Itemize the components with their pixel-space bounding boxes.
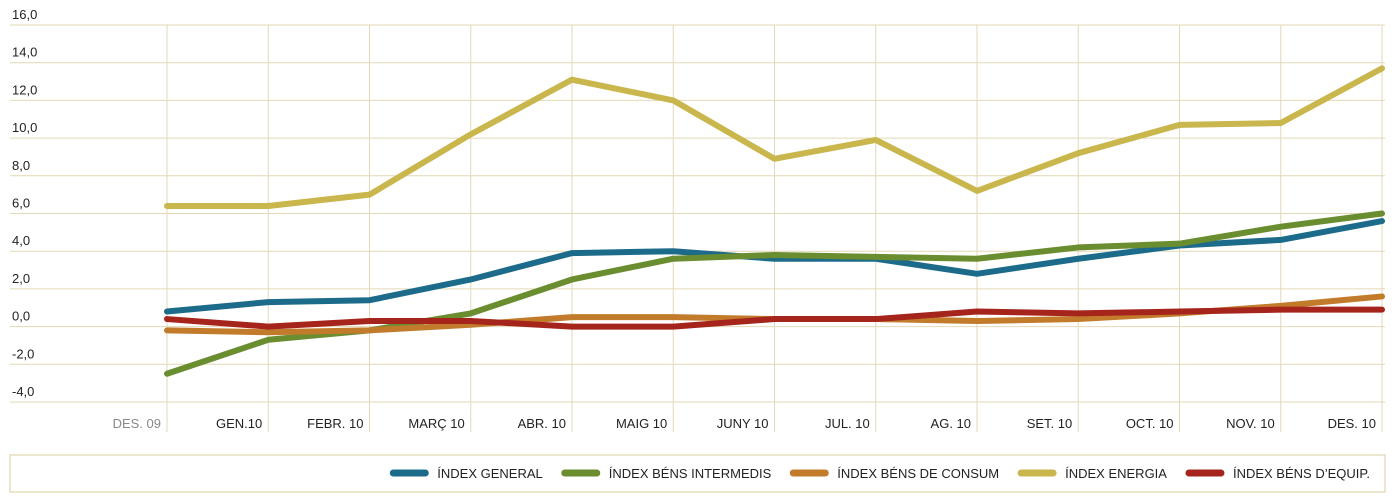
series-line (164, 306, 1385, 330)
x-tick-label: JUL. 10 (825, 416, 870, 431)
y-tick-label: -2,0 (12, 346, 34, 361)
y-tick-label: 16,0 (12, 7, 37, 22)
x-tick-label: DES. 10 (1328, 416, 1376, 431)
legend-box (9, 454, 1386, 493)
x-tick-label: JUNY 10 (717, 416, 769, 431)
y-tick-label: -4,0 (12, 384, 34, 399)
y-tick-label: 6,0 (12, 196, 30, 211)
legend-label: ÍNDEX GENERAL (437, 466, 542, 481)
x-tick-label: MAIG 10 (616, 416, 667, 431)
x-tick-label: NOV. 10 (1226, 416, 1275, 431)
x-tick-label: MARÇ 10 (408, 416, 464, 431)
y-tick-label: 0,0 (12, 309, 30, 324)
legend-label: ÍNDEX ENERGIA (1065, 466, 1167, 481)
series-line (164, 65, 1385, 209)
y-tick-label: 4,0 (12, 233, 30, 248)
x-tick-label: OCT. 10 (1126, 416, 1174, 431)
x-tick-label: FEBR. 10 (307, 416, 363, 431)
y-tick-label: 8,0 (12, 158, 30, 173)
x-tick-label: GEN.10 (216, 416, 262, 431)
y-tick-label: 14,0 (12, 45, 37, 60)
y-tick-label: 10,0 (12, 120, 37, 135)
y-tick-label: 2,0 (12, 271, 30, 286)
x-tick-label: ABR. 10 (518, 416, 566, 431)
y-tick-label: 12,0 (12, 82, 37, 97)
x-tick-label: AG. 10 (931, 416, 971, 431)
x-tick-label: SET. 10 (1027, 416, 1073, 431)
x-tick-label: DES. 09 (113, 416, 161, 431)
legend-label: ÍNDEX BÉNS INTERMEDIS (609, 466, 772, 481)
legend-label: ÍNDEX BÉNS D’EQUIP. (1233, 466, 1370, 481)
legend-label: ÍNDEX BÉNS DE CONSUM (837, 466, 999, 481)
